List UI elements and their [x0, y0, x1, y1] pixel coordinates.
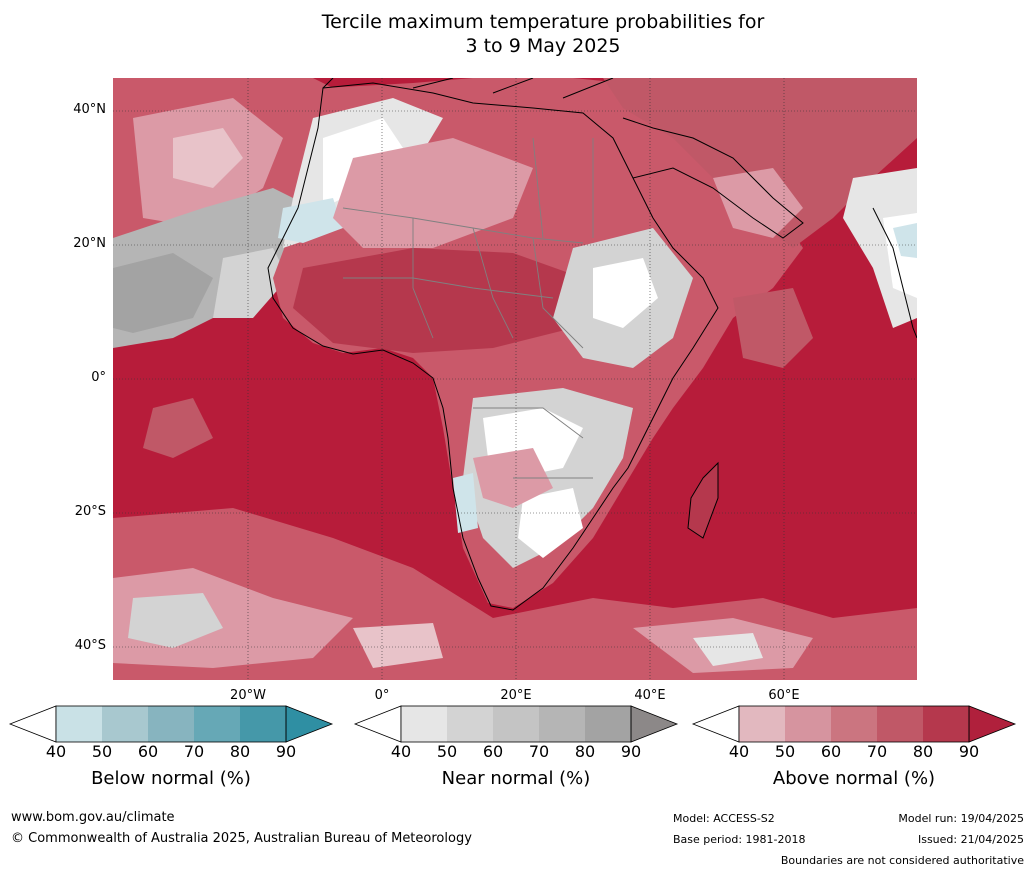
region-near-normal-dark [113, 253, 213, 333]
lat-label-20n: 20°N [73, 236, 106, 251]
tick-above-60: 60 [820, 742, 842, 761]
colorbar-near-segment-2 [447, 706, 493, 742]
tick-near-90: 90 [620, 742, 642, 761]
colorbar-near-segment-4 [539, 706, 585, 742]
model-run-info: Model run: 19/04/2025 [898, 812, 1024, 825]
lon-label-0: 0° [374, 688, 390, 703]
tick-below-70: 70 [183, 742, 205, 761]
colorbar-below-segment-1 [56, 706, 102, 742]
colorbar-below-segment-3 [148, 706, 194, 742]
colorbar-above-normal [691, 705, 1017, 743]
tick-above-90: 90 [958, 742, 980, 761]
region-south-white-2 [518, 488, 583, 558]
region-atlantic-patch [143, 398, 213, 458]
colorbar-near-segment-5 [585, 706, 631, 742]
colorbar-below-normal [8, 705, 334, 743]
lat-label-20s: 20°S [74, 504, 106, 519]
tick-below-90: 90 [275, 742, 297, 761]
tick-below-40: 40 [45, 742, 67, 761]
colorbar-near-normal [353, 705, 679, 743]
region-arabia-pink [713, 168, 803, 238]
colorbar-above-segment-4 [877, 706, 923, 742]
region-ethiopia-white [593, 258, 658, 328]
tick-near-50: 50 [436, 742, 458, 761]
colorbar-below-segment-2 [102, 706, 148, 742]
colorbar-above-segment-3 [831, 706, 877, 742]
africa-coastline [267, 82, 719, 611]
region-atlantic-light [173, 128, 243, 188]
tick-below-60: 60 [137, 742, 159, 761]
lon-label-40e: 40°E [634, 688, 666, 703]
colorbar-below-segment-4 [194, 706, 240, 742]
colorbar-above-svg [691, 705, 1017, 743]
graticule [113, 78, 917, 680]
colorbar-below-extend-low [8, 705, 57, 743]
colorbar-near-extend-high [630, 705, 679, 743]
issued-info: Issued: 21/04/2025 [917, 833, 1024, 846]
tick-near-60: 60 [482, 742, 504, 761]
colorbar-above-frame [738, 705, 970, 743]
country-borders [342, 137, 594, 479]
region-middle-east [603, 78, 917, 248]
model-info: Model: ACCESS-S2 [673, 812, 775, 825]
forecast-map [113, 78, 917, 680]
europe-coastline [322, 78, 614, 99]
website-link[interactable]: www.bom.gov.au/climate [11, 810, 175, 825]
colorbar-near-svg [353, 705, 679, 743]
region-indian-ocean-patch [733, 288, 813, 368]
arabia-coastline [622, 117, 804, 239]
tick-near-70: 70 [528, 742, 550, 761]
copyright-text: © Commonwealth of Australia 2025, Austra… [11, 831, 472, 846]
region-sahara-pink [333, 138, 533, 248]
tick-above-50: 50 [774, 742, 796, 761]
title-line-2: 3 to 9 May 2025 [465, 35, 621, 57]
colorbar-above-segment-5 [923, 706, 969, 742]
lat-label-40s: 40°S [74, 638, 106, 653]
colorbar-above-title: Above normal (%) [772, 768, 936, 789]
lon-label-20w: 20°W [230, 688, 266, 703]
region-sahara-below [278, 198, 343, 243]
colorbar-above-extend-low [691, 705, 740, 743]
lon-label-20e: 20°E [500, 688, 532, 703]
region-southern-near-east [693, 633, 763, 666]
lat-label-0: 0° [91, 370, 106, 385]
base-period-info: Base period: 1981-2018 [673, 833, 806, 846]
chart-title: Tercile maximum temperature probabilitie… [0, 10, 1035, 58]
tick-above-40: 40 [728, 742, 750, 761]
colorbar-above-extend-high [968, 705, 1017, 743]
colorbar-above-segment-2 [785, 706, 831, 742]
tick-near-80: 80 [574, 742, 596, 761]
tick-above-80: 80 [912, 742, 934, 761]
lat-label-40n: 40°N [73, 102, 106, 117]
colorbar-below-segment-5 [240, 706, 286, 742]
colorbar-near-segment-3 [493, 706, 539, 742]
colorbar-below-title: Below normal (%) [91, 768, 251, 789]
colorbar-above-segment-1 [739, 706, 785, 742]
tick-below-80: 80 [229, 742, 251, 761]
region-southern-near-west [128, 593, 223, 648]
colorbar-near-title: Near normal (%) [441, 768, 591, 789]
colorbar-near-extend-low [353, 705, 402, 743]
disclaimer-text: Boundaries are not considered authoritat… [780, 854, 1024, 867]
lon-label-60e: 60°E [768, 688, 800, 703]
colorbar-below-svg [8, 705, 334, 743]
region-sahel-warm [293, 248, 583, 353]
region-india-below [893, 223, 917, 258]
title-line-1: Tercile maximum temperature probabilitie… [321, 11, 765, 33]
madagascar [687, 461, 719, 539]
colorbar-below-extend-high [285, 705, 334, 743]
tick-near-40: 40 [390, 742, 412, 761]
colorbar-below-frame [55, 705, 287, 743]
map-svg [113, 78, 917, 680]
colorbar-near-frame [400, 705, 632, 743]
region-southern-light [353, 623, 443, 668]
tick-below-50: 50 [91, 742, 113, 761]
tick-above-70: 70 [866, 742, 888, 761]
india-coastline [872, 207, 917, 339]
colorbar-near-segment-1 [401, 706, 447, 742]
